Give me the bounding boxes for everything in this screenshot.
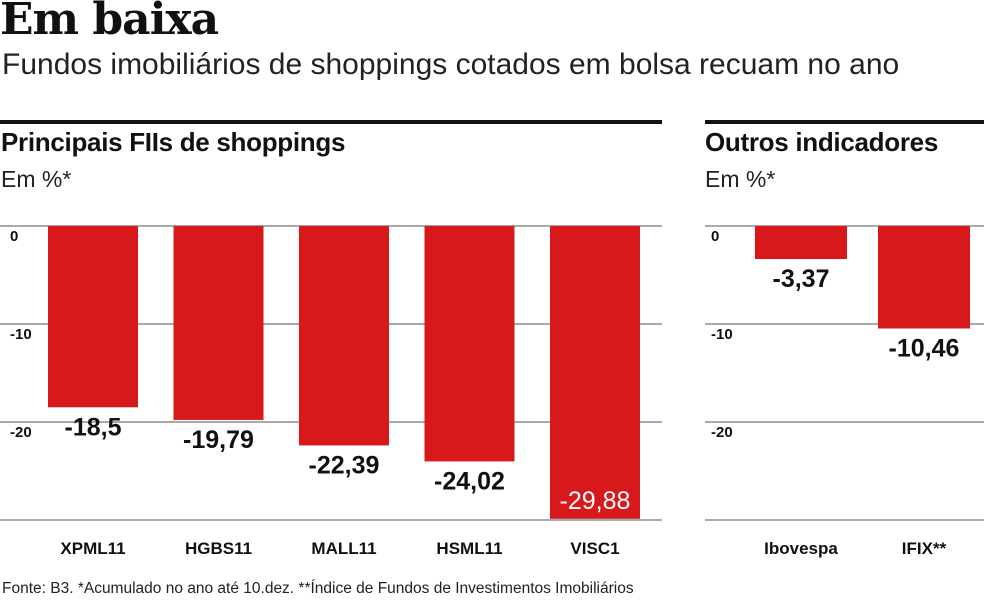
- right-panel-title: Outros indicadores: [705, 127, 938, 157]
- category-label: HGBS11: [185, 539, 252, 558]
- y-tick-label: 0: [10, 228, 18, 245]
- category-label: XPML11: [60, 539, 125, 558]
- bar-ifix: [878, 226, 970, 329]
- bar-ibovespa: [755, 226, 847, 260]
- y-tick-label: -20: [711, 424, 733, 441]
- bar-visc1: [550, 226, 640, 519]
- data-label: -22,39: [309, 451, 380, 479]
- y-tick-label: -20: [10, 424, 32, 441]
- data-label: -3,37: [773, 265, 830, 293]
- category-label: IFIX**: [902, 539, 947, 558]
- bar-mall11: [299, 226, 389, 446]
- left-panel-rule: [0, 120, 662, 124]
- data-label: -24,02: [434, 467, 505, 495]
- bar-hgbs11: [173, 226, 264, 420]
- left-panel-title: Principais FIIs de shoppings: [1, 127, 346, 157]
- data-label: -19,79: [183, 426, 254, 454]
- right-panel-rule: [705, 120, 984, 124]
- category-label: VISC1: [570, 539, 619, 558]
- right-bar-chart: 0 -10 -20 -3,37 Ibovespa -10,46 IFIX**: [705, 225, 984, 558]
- data-label: -10,46: [889, 335, 960, 363]
- category-label: Ibovespa: [764, 539, 838, 558]
- data-label: -29,88: [560, 487, 631, 515]
- category-label: MALL11: [311, 539, 376, 558]
- headline: Em baixa: [0, 0, 219, 45]
- y-tick-label: -10: [10, 326, 32, 343]
- left-bar-chart: 0 -10 -20 -18,5 XPML11 -19,79 HGBS11 -22,39 MALL…: [0, 225, 662, 558]
- y-tick-label: 0: [711, 228, 719, 245]
- right-panel-unit: Em %*: [705, 166, 776, 192]
- data-label: -18,5: [65, 413, 122, 441]
- category-label: HSML11: [436, 539, 502, 558]
- bar-hsml11: [424, 226, 515, 462]
- y-tick-label: -10: [711, 326, 733, 343]
- left-panel-unit: Em %*: [1, 166, 72, 192]
- footnote: Fonte: B3. *Acumulado no ano até 10.dez.…: [2, 580, 634, 597]
- subtitle: Fundos imobiliários de shoppings cotados…: [2, 48, 900, 81]
- bar-xpml11: [48, 226, 138, 408]
